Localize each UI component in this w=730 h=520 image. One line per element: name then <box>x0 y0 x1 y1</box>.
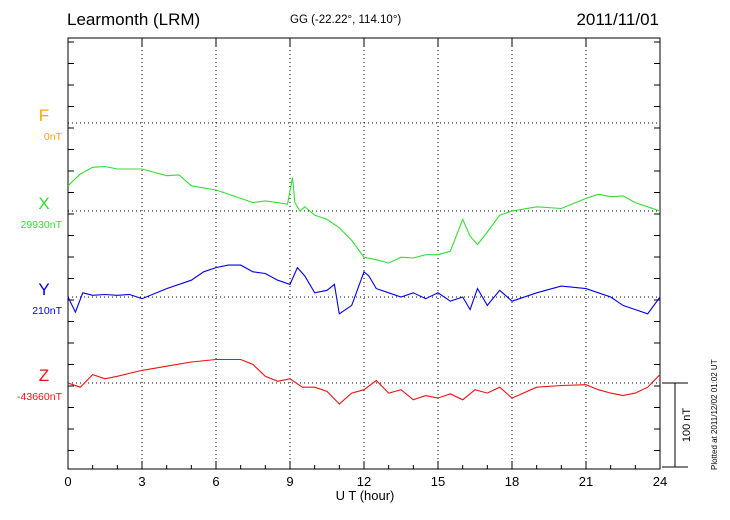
x-tick-label: 6 <box>212 474 219 489</box>
station-title: Learmonth (LRM) <box>67 10 201 29</box>
series-baseline-f: 0nT <box>44 131 63 143</box>
scale-bar: 100 nT <box>662 382 693 468</box>
scale-bar-label: 100 nT <box>681 408 693 443</box>
series-line-z <box>67 358 661 405</box>
x-ticks: 0 3 6 9 12 15 18 21 24 <box>64 38 667 489</box>
series-baseline-y: 210nT <box>32 305 62 317</box>
grid <box>68 38 660 469</box>
station-coordinates: GG (-22.22°, 114.10°) <box>290 14 402 26</box>
series-name-f: F <box>39 106 49 125</box>
series-lines <box>67 165 661 405</box>
plotted-timestamp: Plotted at 2011/12/02 01:02 UT <box>710 359 719 470</box>
x-tick-label: 12 <box>357 474 371 489</box>
x-tick-label: 3 <box>138 474 145 489</box>
x-tick-label: 21 <box>579 474 593 489</box>
x-tick-label: 9 <box>286 474 293 489</box>
chart-date: 2011/11/01 <box>576 10 659 29</box>
series-name-x: X <box>38 194 49 213</box>
series-name-z: Z <box>39 366 49 385</box>
x-tick-label: 0 <box>64 474 71 489</box>
series-labels: F 0nT X 29930nT Y 210nT Z -43660nT <box>17 106 63 403</box>
x-tick-label: 18 <box>505 474 519 489</box>
series-line-x <box>67 165 661 264</box>
x-tick-label: 15 <box>431 474 445 489</box>
series-baseline-z: -43660nT <box>17 391 63 403</box>
series-baseline-x: 29930nT <box>21 219 63 231</box>
x-axis-title: U T (hour) <box>335 488 395 503</box>
series-line-y <box>67 264 661 315</box>
x-tick-label: 24 <box>653 474 667 489</box>
series-name-y: Y <box>38 280 49 299</box>
